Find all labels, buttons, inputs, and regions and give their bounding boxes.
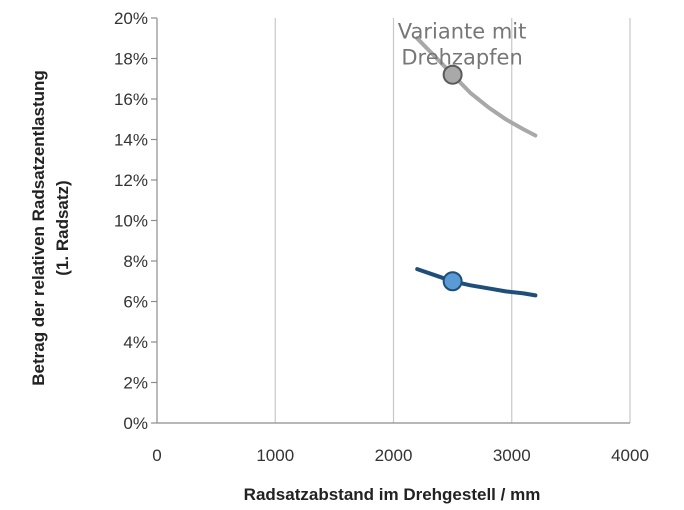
tick-labels: 0% 2% 4% 6% 8% 10% 12% 14% 16% 18% 20% 0 1000 2000 300…: [114, 9, 649, 465]
y-tick-label-0: 0%: [123, 414, 148, 433]
series-group: [415, 36, 538, 298]
y-tick-label-4: 8%: [123, 252, 148, 271]
annotation-line-2: Drehzapfen: [401, 45, 522, 69]
series-line-0: [415, 36, 538, 138]
series-line-1: [415, 267, 538, 298]
axes: [151, 17, 630, 424]
series-marker-0: [442, 64, 463, 85]
x-tick-label-2: 2000: [375, 446, 413, 465]
x-tick-label-1: 1000: [256, 446, 294, 465]
series-marker-1: [442, 271, 463, 292]
y-tick-label-9: 18%: [114, 50, 148, 69]
y-tick-label-7: 14%: [114, 131, 148, 150]
y-tick-label-10: 20%: [114, 9, 148, 28]
x-tick-label-4: 4000: [611, 446, 649, 465]
x-axis-title: Radsatzabstand im Drehgestell / mm: [244, 485, 541, 504]
gridlines: [274, 18, 631, 423]
y-tick-label-8: 16%: [114, 90, 148, 109]
y-tick-label-6: 12%: [114, 171, 148, 190]
x-tick-label-3: 3000: [493, 446, 531, 465]
y-tick-label-2: 4%: [123, 333, 148, 352]
y-tick-label-3: 6%: [123, 293, 148, 312]
annotation-line-1: Variante mit: [398, 19, 527, 43]
x-tick-label-0: 0: [152, 446, 161, 465]
y-axis-title-line-1: Betrag der relativen Radsatzentlastung: [29, 70, 48, 386]
y-axis-title-line-2: (1. Radsatz): [53, 180, 72, 275]
y-tick-label-1: 2%: [123, 374, 148, 393]
y-tick-label-5: 10%: [114, 212, 148, 231]
